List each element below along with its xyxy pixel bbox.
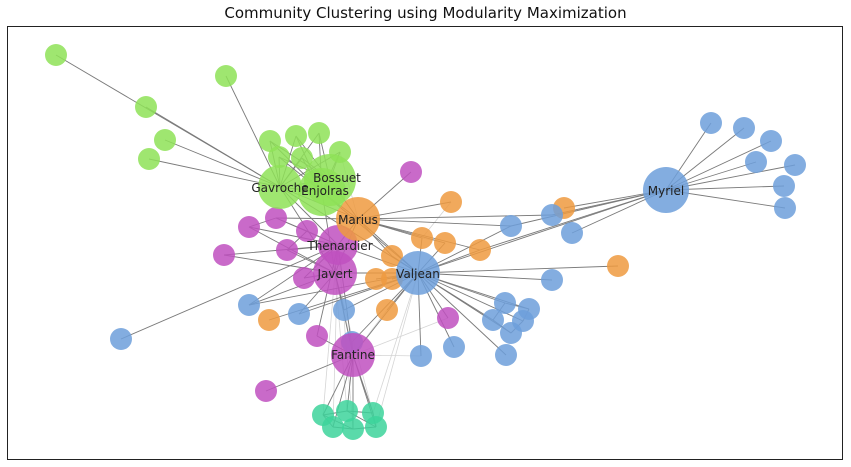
node-blue-val (396, 251, 440, 295)
node-purple-p2 (265, 207, 287, 229)
node-blue-b1 (700, 112, 722, 134)
node-blue-b15 (494, 292, 516, 314)
node-blue-b12 (238, 294, 260, 316)
node-teal-t5 (342, 418, 364, 440)
edge (417, 265, 619, 274)
node-green-bos (304, 154, 356, 206)
node-blue-b8 (541, 204, 563, 226)
node-blue-b17 (482, 309, 504, 331)
node-orange-mar (336, 197, 380, 241)
node-green-g6 (259, 130, 281, 152)
node-purple-jav (313, 251, 357, 295)
chart-title: Community Clustering using Modularity Ma… (224, 4, 627, 22)
edge-weak (372, 272, 419, 414)
node-orange-o4 (434, 232, 456, 254)
node-orange-o5 (469, 239, 491, 261)
node-green-gav (258, 165, 302, 209)
node-green-g10 (291, 147, 313, 169)
edge (510, 189, 667, 227)
nodes-layer (45, 44, 806, 440)
edge (417, 189, 667, 274)
node-blue-b14 (333, 299, 355, 321)
edge (357, 218, 512, 227)
node-blue-b4 (745, 151, 767, 173)
edge (120, 244, 339, 340)
node-label-thenardier: Thenardier (306, 239, 372, 253)
node-blue-b6 (773, 175, 795, 197)
node-label-bossuet: Bossuet (313, 171, 361, 185)
node-label-myriel: Myriel (648, 184, 684, 198)
node-blue-b2 (733, 117, 755, 139)
node-green-g7 (285, 125, 307, 147)
node-purple-fan (331, 333, 375, 377)
node-orange-o11 (258, 309, 280, 331)
node-green-g1 (45, 44, 67, 66)
edge (148, 158, 281, 188)
node-label-javert: Javert (316, 267, 352, 281)
edge (357, 214, 553, 220)
node-blue-b13 (288, 303, 310, 325)
edge-weak (375, 272, 419, 428)
node-purple-p5 (276, 239, 298, 261)
edge-weak (322, 272, 336, 416)
edge (417, 272, 553, 281)
node-blue-b7 (774, 197, 796, 219)
node-teal-t6 (365, 416, 387, 438)
node-blue-b24 (495, 344, 517, 366)
node-blue-b9 (500, 215, 522, 237)
node-teal-t2 (336, 400, 358, 422)
node-blue-b23 (410, 345, 432, 367)
node-green-g8 (308, 122, 330, 144)
node-green-g2 (215, 65, 237, 87)
node-orange-o7 (365, 268, 387, 290)
node-blue-b20 (110, 328, 132, 350)
node-purple-p6 (213, 244, 235, 266)
node-orange-o3 (411, 227, 433, 249)
node-blue-b10 (561, 222, 583, 244)
node-teal-t4 (322, 416, 344, 438)
node-label-enjolras: Enjolras (301, 184, 349, 198)
node-orange-o6 (381, 245, 403, 267)
node-label-valjean: Valjean (396, 267, 440, 281)
node-green-g9 (268, 146, 290, 168)
edge (479, 189, 667, 251)
node-orange-o1 (440, 191, 462, 213)
node-purple-p9 (437, 307, 459, 329)
node-blue-myr (643, 167, 689, 213)
node-orange-o10 (376, 299, 398, 321)
node-green-g5 (138, 148, 160, 170)
labels-layer: Gavroche Bossuet Enjolras Marius Thenard… (251, 171, 684, 362)
node-label-gavroche: Gavroche (251, 181, 308, 195)
node-blue-b3 (760, 130, 782, 152)
node-purple-p3 (238, 216, 260, 238)
node-blue-b5 (784, 154, 806, 176)
node-blue-b11 (541, 269, 563, 291)
node-green-g3 (135, 96, 157, 118)
node-label-fantine: Fantine (331, 348, 375, 362)
node-purple-p8 (306, 325, 328, 347)
plot-frame (7, 26, 843, 460)
node-green-g4 (154, 129, 176, 151)
node-purple-p1 (400, 161, 422, 183)
node-orange-o9 (607, 255, 629, 277)
node-blue-b19 (500, 322, 522, 344)
node-purple-p7 (293, 267, 315, 289)
edge (145, 106, 281, 188)
node-blue-b22 (443, 336, 465, 358)
node-purple-p10 (255, 380, 277, 402)
node-purple-p4 (296, 220, 318, 242)
node-label-marius: Marius (338, 213, 378, 227)
